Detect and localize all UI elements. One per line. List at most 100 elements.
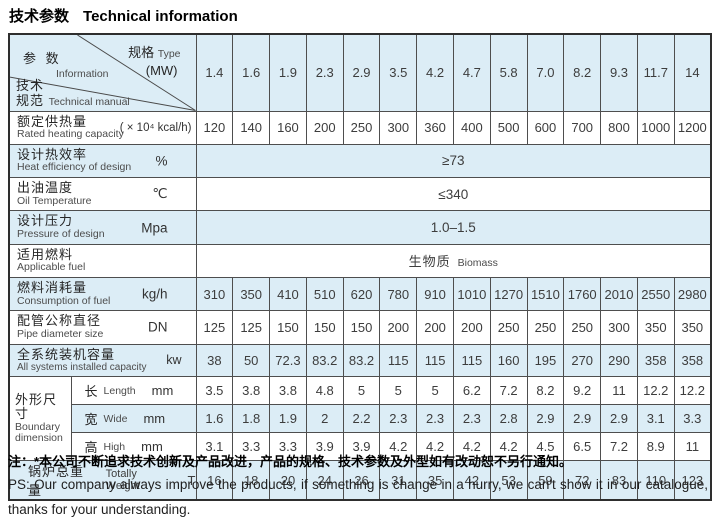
wide-label: 宽 Wide mm [70, 404, 197, 434]
total-weight-value: 110 [636, 460, 675, 501]
total-weight-value: 24 [305, 460, 344, 501]
pipe-diameter-value: 200 [379, 310, 418, 345]
applicable-fuel-label: 适用燃料 Applicable fuel [8, 243, 197, 278]
installed-capacity-value: 115 [379, 343, 418, 378]
total-weight-value: 42 [452, 460, 491, 501]
design-pressure-value: 1.0–1.5 [195, 210, 712, 245]
length-value: 7.2 [489, 376, 528, 406]
fuel-consumption-value: 2550 [636, 276, 675, 312]
rated-heating-value: 140 [232, 110, 271, 145]
total-weight-value: 59 [526, 460, 565, 501]
pipe-diameter-value: 125 [195, 310, 234, 345]
rated-heating-value: 200 [305, 110, 344, 145]
length-value: 8.2 [526, 376, 565, 406]
rated-heating-value: 250 [342, 110, 381, 145]
high-value: 6.5 [563, 432, 602, 462]
length-value: 5 [416, 376, 454, 406]
installed-capacity-value: 83.2 [342, 343, 381, 378]
fuel-consumption-value: 620 [342, 276, 381, 312]
note-english-ps: PS: Our company always improve the produ… [8, 477, 708, 517]
fuel-consumption-value: 510 [305, 276, 344, 312]
pipe-diameter-value: 200 [416, 310, 454, 345]
type-header-cell: 4.2 [416, 33, 454, 112]
length-value: 12.2 [636, 376, 675, 406]
high-value: 3.9 [342, 432, 381, 462]
heat-efficiency-value: ≥73 [195, 143, 712, 179]
wide-value: 1.8 [232, 404, 271, 434]
oil-temperature-value: ≤340 [195, 177, 712, 212]
row-dimension-wide: 宽 Wide mm 1.6 1.8 1.9 2 2.2 2.3 2.3 2.3 2.8 2.9 2.9 2… [9, 404, 712, 434]
oil-temperature-unit: ℃ [152, 186, 168, 202]
length-value: 11 [600, 376, 638, 406]
row-rated-heating: 额定供热量 Rated heating capacity ( × 10⁴ kcal… [8, 110, 712, 145]
wide-value: 1.9 [269, 404, 307, 434]
total-weight-value: 123 [673, 460, 712, 501]
wide-value: 2.3 [379, 404, 418, 434]
wide-value: 2.2 [342, 404, 381, 434]
installed-capacity-value: 195 [526, 343, 565, 378]
pipe-diameter-value: 200 [452, 310, 491, 345]
row-fuel-consumption: 燃料消耗量 Consumption of fuel kg/h 310 350 410 5… [8, 276, 712, 312]
type-header-row: 参 数 Information 规格 Type (MW) 技术 规范 Techn… [8, 33, 712, 112]
corner-spec-label: 规格 Type [128, 45, 181, 60]
fuel-consumption-value: 1760 [563, 276, 602, 312]
high-value: 3.3 [269, 432, 307, 462]
high-value: 4.2 [489, 432, 528, 462]
row-dimension-high: 高 High mm 3.1 3.3 3.3 3.9 3.9 4.2 4.2 4.2 4.2 4.5 6.… [9, 432, 712, 462]
type-header-cell: 3.5 [379, 33, 418, 112]
wide-value: 2.9 [526, 404, 565, 434]
fuel-consumption-value: 2010 [600, 276, 638, 312]
rated-heating-value: 1000 [636, 110, 675, 145]
length-value: 3.5 [195, 376, 234, 406]
installed-capacity-value: 358 [673, 343, 712, 378]
high-value: 8.9 [636, 432, 675, 462]
diagonal-divider-lines [10, 35, 196, 111]
fuel-consumption-label: 燃料消耗量 Consumption of fuel kg/h [8, 276, 197, 312]
pipe-diameter-unit: DN [148, 319, 168, 335]
corner-param-en: Information [56, 68, 109, 80]
length-label: 长 Length mm [70, 376, 197, 406]
row-applicable-fuel: 适用燃料 Applicable fuel 生物质 Biomass [8, 243, 712, 278]
rated-heating-value: 360 [416, 110, 454, 145]
installed-capacity-unit: kw [166, 353, 182, 368]
type-header-cell: 2.9 [342, 33, 381, 112]
pipe-diameter-value: 150 [342, 310, 381, 345]
fuel-consumption-value: 310 [195, 276, 234, 312]
pipe-diameter-value: 125 [232, 310, 271, 345]
length-value: 5 [379, 376, 418, 406]
installed-capacity-label: 全系统装机容量 All systems installed capacity kw [8, 343, 197, 378]
pipe-diameter-value: 250 [489, 310, 528, 345]
type-header-cell: 11.7 [636, 33, 675, 112]
boundary-dimension-group-label: 外形尺寸 Boundary dimension [8, 376, 72, 462]
installed-capacity-value: 38 [195, 343, 234, 378]
wide-value: 2.8 [489, 404, 528, 434]
wide-value: 2.3 [452, 404, 491, 434]
type-header-cell: 2.3 [305, 33, 344, 112]
row-oil-temperature: 出油温度 Oil Temperature ℃ ≤340 [8, 177, 712, 212]
high-label: 高 High mm [70, 432, 197, 462]
high-value: 3.3 [232, 432, 271, 462]
page-title: 技术参数 Technical information [9, 5, 238, 26]
type-header-cell: 14 [673, 33, 712, 112]
type-header-cell: 4.7 [452, 33, 491, 112]
high-value: 3.9 [305, 432, 344, 462]
row-dimension-length: 外形尺寸 Boundary dimension 长 Length mm 3.5 3.8 3… [8, 376, 712, 462]
installed-capacity-value: 83.2 [305, 343, 344, 378]
type-header-cell: 5.8 [489, 33, 528, 112]
installed-capacity-value: 115 [416, 343, 454, 378]
length-value: 9.2 [563, 376, 602, 406]
note-chinese: 注：*本公司不断追求技术创新及产品改进，产品的规格、技术参数及外型如有改动恕不另… [8, 454, 573, 469]
row-installed-capacity: 全系统装机容量 All systems installed capacity kw… [8, 343, 712, 378]
rated-heating-value: 400 [452, 110, 491, 145]
fuel-consumption-value: 350 [232, 276, 271, 312]
installed-capacity-value: 72.3 [269, 343, 307, 378]
fuel-consumption-value: 2980 [673, 276, 712, 312]
fuel-consumption-value: 780 [379, 276, 418, 312]
corner-cell: 参 数 Information 规格 Type (MW) 技术 规范 Techn… [8, 33, 197, 112]
type-header-cell: 1.9 [269, 33, 307, 112]
length-value: 6.2 [452, 376, 491, 406]
total-weight-value: 83 [600, 460, 638, 501]
pipe-diameter-value: 350 [636, 310, 675, 345]
fuel-consumption-value: 1010 [452, 276, 491, 312]
